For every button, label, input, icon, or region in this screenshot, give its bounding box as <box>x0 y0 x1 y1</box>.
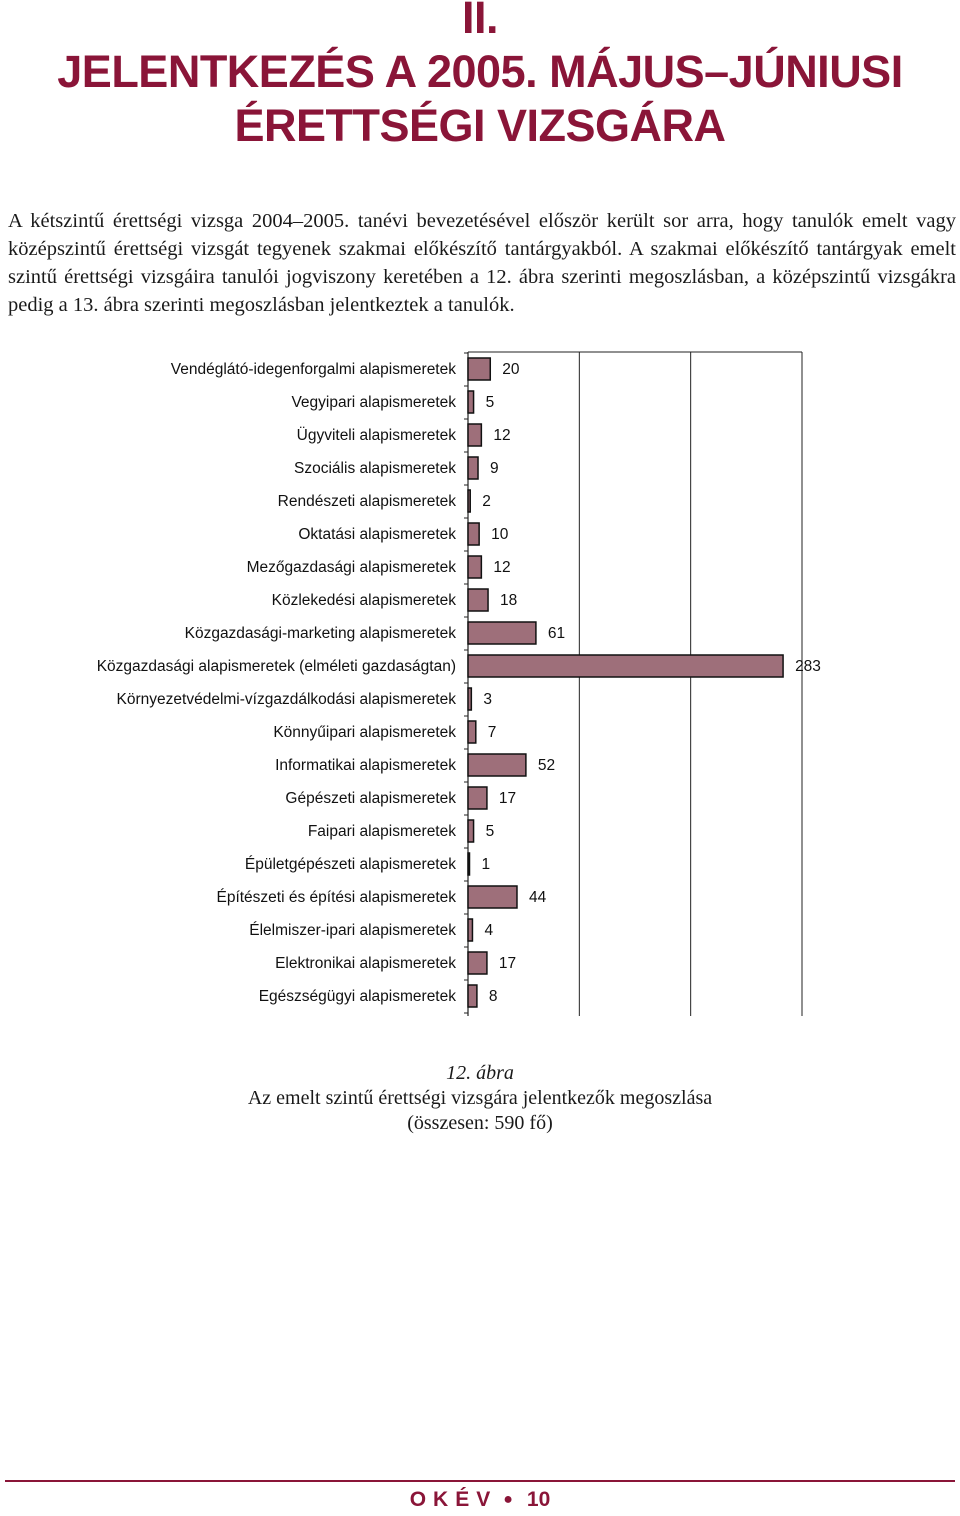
category-label: Informatikai alapismeretek <box>275 757 456 774</box>
chapter-number: II. <box>461 0 499 43</box>
bar <box>467 786 488 810</box>
category-label: Faipari alapismeretek <box>308 823 456 840</box>
bar <box>467 951 488 975</box>
category-label: Vegyipari alapismeretek <box>291 394 456 411</box>
bar-chart: Vendéglátó-idegenforgalmi alapismeretek 2… <box>97 351 821 1016</box>
bar <box>467 984 478 1008</box>
bar <box>467 621 537 645</box>
value-label: 2 <box>482 493 491 510</box>
bar <box>467 753 527 777</box>
bar <box>467 852 471 876</box>
category-label: Oktatási alapismeretek <box>298 526 456 543</box>
value-label: 44 <box>529 889 547 906</box>
bar <box>467 456 479 480</box>
value-label: 10 <box>491 526 509 543</box>
bar <box>467 522 480 546</box>
bar <box>467 588 489 612</box>
category-label: Rendészeti alapismeretek <box>278 493 457 510</box>
bar <box>467 654 784 678</box>
value-label: 3 <box>483 691 492 708</box>
value-label: 5 <box>486 394 495 411</box>
intro-paragraph: A kétszintű érettségi vizsga 2004–2005. … <box>8 207 956 319</box>
value-label: 9 <box>490 460 499 477</box>
value-label: 52 <box>538 757 555 774</box>
figure-caption: Az emelt szintű érettségi vizsgára jelen… <box>247 1087 713 1109</box>
category-label: Könnyűipari alapismeretek <box>273 724 456 741</box>
value-label: 8 <box>489 988 498 1005</box>
footer-rule <box>5 1480 955 1482</box>
category-label: Gépészeti alapismeretek <box>285 790 456 807</box>
value-label: 5 <box>486 823 495 840</box>
bar <box>467 423 483 447</box>
category-label: Egészségügyi alapismeretek <box>259 988 457 1005</box>
chapter-title-line1: JELENTKEZÉS A 2005. MÁJUS–JÚNIUSI <box>57 46 903 97</box>
category-label: Építészeti és építési alapismeretek <box>216 889 456 906</box>
category-label: Közgazdasági-marketing alapismeretek <box>185 625 457 642</box>
footer-org: OKÉV <box>409 1488 498 1511</box>
bar <box>467 885 518 909</box>
bar <box>467 357 492 381</box>
intro-text: A kétszintű érettségi vizsga 2004–2005. … <box>8 210 956 316</box>
category-label: Épületgépészeti alapismeretek <box>245 856 456 873</box>
category-label: Elektronikai alapismeretek <box>275 955 456 972</box>
category-label: Vendéglátó-idegenforgalmi alapismeretek <box>171 361 456 378</box>
category-label: Ügyviteli alapismeretek <box>297 426 457 444</box>
category-label: Szociális alapismeretek <box>294 460 456 477</box>
value-label: 12 <box>493 427 510 444</box>
value-label: 1 <box>482 856 491 873</box>
page-footer: OKÉV ● 10 <box>0 1487 960 1513</box>
category-label: Mezőgazdasági alapismeretek <box>247 559 457 576</box>
page-number: 10 <box>526 1488 551 1511</box>
value-label: 7 <box>488 724 497 741</box>
bar <box>467 489 471 513</box>
category-label: Élelmiszer-ipari alapismeretek <box>249 922 456 939</box>
bar <box>467 819 475 843</box>
value-label: 12 <box>493 559 510 576</box>
bar <box>467 687 473 711</box>
bar <box>467 918 474 942</box>
category-label: Közlekedési alapismeretek <box>272 592 457 609</box>
bar <box>467 720 477 744</box>
figure-number: 12. ábra <box>446 1062 514 1084</box>
value-label: 4 <box>484 922 493 939</box>
figure-caption-total: (összesen: 590 fő) <box>407 1112 553 1134</box>
bullet-icon: ● <box>503 1491 513 1508</box>
bar <box>467 390 475 414</box>
value-label: 283 <box>795 658 821 675</box>
bar <box>467 555 483 579</box>
category-label: Közgazdasági alapismeretek (elméleti gaz… <box>97 658 456 675</box>
value-label: 20 <box>502 361 520 378</box>
value-label: 18 <box>500 592 517 609</box>
value-label: 17 <box>499 790 516 807</box>
value-label: 17 <box>499 955 516 972</box>
value-label: 61 <box>548 625 565 642</box>
category-label: Környezetvédelmi-vízgazdálkodási alapism… <box>117 691 457 708</box>
chapter-title-line2: ÉRETTSÉGI VIZSGÁRA <box>234 100 726 151</box>
